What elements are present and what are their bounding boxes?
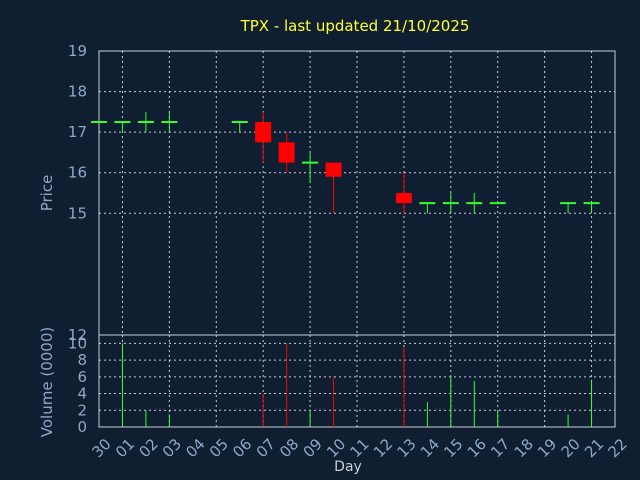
candle-07	[255, 111, 272, 163]
candles	[91, 111, 600, 214]
day-tick-label: 12	[370, 435, 396, 461]
day-tick-label: 06	[229, 435, 255, 461]
candle-08	[278, 132, 295, 173]
day-tick-label: 30	[89, 435, 115, 461]
candle-body	[278, 142, 295, 163]
day-tick-label: 15	[440, 435, 466, 461]
day-tick-label: 22	[605, 435, 631, 461]
volume-tick-label: 0	[77, 418, 87, 436]
day-tick-label: 08	[276, 435, 302, 461]
day-tick-label: 07	[253, 435, 279, 461]
day-tick-label: 09	[300, 435, 326, 461]
candle-02	[137, 111, 154, 133]
price-tick-label: 16	[68, 164, 87, 182]
candle-13	[395, 172, 412, 214]
day-tick-label: 03	[159, 435, 185, 461]
candle-09	[302, 152, 319, 183]
price-axis: 19 18 17 16 15 12	[68, 42, 87, 344]
price-tick-label: 18	[68, 83, 87, 101]
day-tick-label: 18	[511, 435, 537, 461]
day-axis: 3001020304050607080910111213141516171819…	[89, 435, 631, 461]
candle-06	[231, 121, 248, 133]
day-tick-label: 13	[393, 435, 419, 461]
price-tick-label: 19	[68, 42, 87, 60]
candle-body	[325, 162, 342, 177]
chart-title: TPX - last updated 21/10/2025	[240, 17, 470, 35]
day-tick-label: 21	[581, 435, 607, 461]
day-tick-label: 17	[487, 435, 513, 461]
volume-tick-label: 2	[77, 401, 87, 419]
candle-21	[583, 202, 600, 214]
price-tick-label: 12	[68, 326, 87, 344]
day-tick-label: 11	[347, 435, 373, 461]
price-tick-label: 15	[68, 204, 87, 222]
candle-03	[161, 111, 178, 133]
volume-tick-label: 10	[68, 334, 87, 352]
day-tick-label: 10	[323, 435, 349, 461]
day-tick-label: 14	[417, 435, 443, 461]
candle-15	[442, 193, 459, 214]
candle-10	[325, 162, 342, 214]
candle-16	[466, 193, 483, 214]
price-axis-label: Price	[38, 175, 56, 212]
day-tick-label: 01	[112, 435, 138, 461]
volume-axis-label: Volume (0000)	[38, 327, 56, 437]
candle-01	[114, 121, 131, 133]
day-tick-label: 04	[182, 435, 208, 461]
price-tick-label: 17	[68, 123, 87, 141]
day-tick-label: 05	[206, 435, 232, 461]
day-tick-label: 20	[558, 435, 584, 461]
candle-14	[419, 202, 436, 214]
candle-20	[560, 202, 577, 214]
candle-body	[255, 122, 272, 143]
day-tick-label: 19	[534, 435, 560, 461]
volume-panel-frame	[98, 334, 616, 428]
volume-gridlines	[99, 335, 615, 427]
volume-tick-label: 4	[77, 385, 87, 403]
volume-tick-label: 6	[77, 368, 87, 386]
day-tick-label: 02	[135, 435, 161, 461]
day-tick-label: 16	[464, 435, 490, 461]
volume-bars	[121, 343, 593, 427]
candle-body	[395, 193, 412, 204]
volume-tick-label: 8	[77, 351, 87, 369]
price-gridlines	[99, 51, 615, 335]
day-axis-label: Day	[334, 459, 362, 475]
